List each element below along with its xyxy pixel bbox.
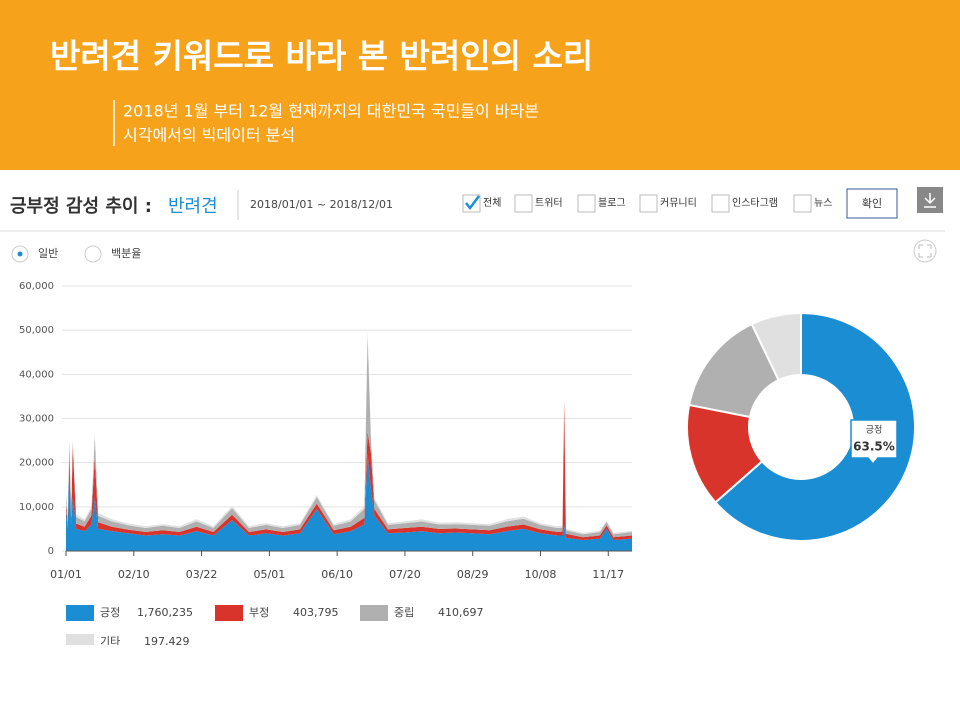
legend-total: 197,429: [144, 635, 190, 648]
filter-checkbox[interactable]: [639, 194, 658, 213]
x-tick-label: 11/17: [592, 568, 624, 581]
filter-label[interactable]: 커뮤니티: [660, 197, 697, 209]
filter-checkbox[interactable]: [514, 194, 533, 213]
mode-label[interactable]: 일반: [38, 246, 58, 260]
legend-swatch[interactable]: [360, 605, 388, 621]
x-tick-label: 06/10: [321, 568, 353, 581]
y-tick-label: 0: [48, 546, 54, 557]
legend-label[interactable]: 부정: [249, 606, 269, 619]
x-tick-label: 08/29: [457, 568, 489, 581]
x-tick-label: 07/20: [389, 568, 421, 581]
download-icon: [924, 193, 936, 208]
filter-checkbox[interactable]: [711, 194, 730, 213]
area-band: [66, 453, 632, 551]
y-tick-label: 50,000: [19, 325, 54, 336]
filter-checkbox[interactable]: [793, 194, 812, 213]
y-tick-label: 20,000: [19, 458, 54, 469]
area-band: [66, 330, 632, 535]
tooltip-category: 긍정: [866, 425, 883, 436]
radio-dot: [17, 251, 23, 257]
filter-label[interactable]: 트위터: [535, 196, 563, 209]
filter-label[interactable]: 뉴스: [814, 197, 832, 209]
expand-icon: [918, 244, 932, 258]
area-band: [66, 400, 632, 540]
y-tick-label: 60,000: [19, 281, 54, 292]
header-subtitle: 시각에서의 빅데이터 분석: [123, 126, 295, 145]
donut-slice[interactable]: [750, 311, 802, 382]
panel-title: 긍부정 감성 추이 :: [10, 196, 152, 217]
date-range[interactable]: 2018/01/01 ~ 2018/12/01: [250, 198, 393, 211]
x-tick-label: 05/01: [254, 568, 286, 581]
check-mark: [465, 195, 480, 211]
filter-checkbox[interactable]: [577, 194, 596, 213]
legend-swatch[interactable]: [66, 634, 94, 650]
legend-total: 403,795: [293, 606, 339, 619]
tooltip-box: [850, 419, 898, 466]
legend-swatch[interactable]: [66, 605, 94, 621]
x-tick-label: 02/10: [118, 568, 150, 581]
header-band: [0, 0, 960, 170]
legend-total: 1,760,235: [137, 606, 193, 619]
filter-label[interactable]: 인스타그램: [732, 197, 778, 209]
panel-keyword: 반려견: [168, 196, 218, 217]
x-tick-label: 10/08: [525, 568, 557, 581]
y-tick-label: 40,000: [19, 369, 54, 380]
header-title: 반려견 키워드로 바라 본 반려인의 소리: [50, 37, 593, 76]
mode-label[interactable]: 백분율: [111, 247, 141, 260]
filter-label[interactable]: 블로그: [598, 197, 626, 209]
tooltip-value: 63.5%: [853, 440, 895, 454]
legend-label[interactable]: 중립: [394, 606, 414, 619]
confirm-button[interactable]: [846, 188, 898, 219]
legend-swatch[interactable]: [215, 605, 243, 621]
legend-total: 410,697: [438, 606, 484, 619]
legend-label[interactable]: 긍정: [100, 606, 120, 619]
header-subtitle: 2018년 1월 부터 12월 현재까지의 대한민국 국민들이 바라본: [123, 102, 539, 121]
filter-label[interactable]: 전체: [483, 197, 501, 209]
legend: 긍정 1,760,235 부정 403,795 중립 410,697 기타 197,429: [66, 605, 484, 650]
legend-label[interactable]: 기타: [100, 635, 120, 648]
x-tick-label: 01/01: [50, 568, 82, 581]
x-tick-label: 03/22: [186, 568, 218, 581]
expand-button[interactable]: [913, 239, 937, 263]
y-tick-label: 30,000: [19, 414, 54, 425]
confirm-label[interactable]: 확인: [862, 197, 882, 210]
mode-radio[interactable]: [84, 245, 102, 263]
y-tick-label: 10,000: [19, 502, 54, 513]
